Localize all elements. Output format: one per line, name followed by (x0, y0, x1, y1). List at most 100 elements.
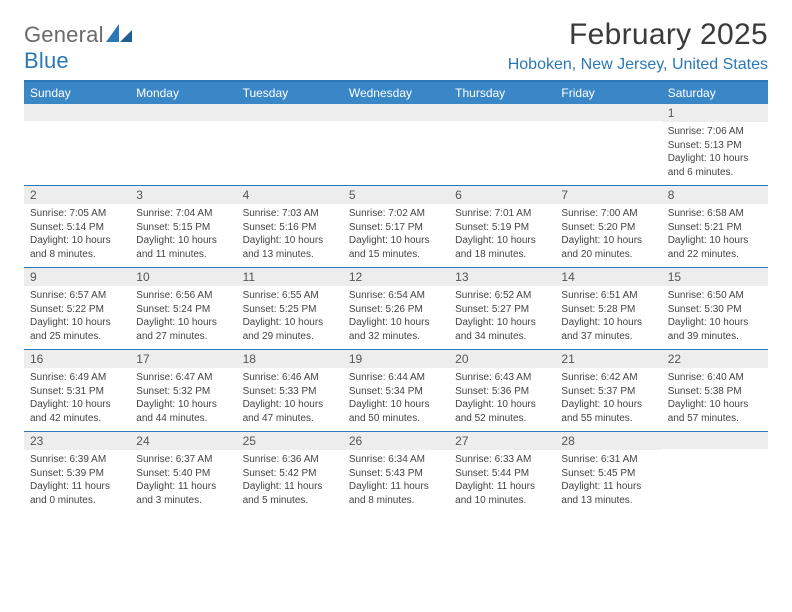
sunrise-text: Sunrise: 6:39 AM (30, 453, 124, 467)
sunrise-text: Sunrise: 6:31 AM (561, 453, 655, 467)
daylight-text: Daylight: 10 hours and 34 minutes. (455, 316, 549, 343)
sunrise-text: Sunrise: 6:47 AM (136, 371, 230, 385)
day-details: Sunrise: 6:33 AMSunset: 5:44 PMDaylight:… (449, 450, 555, 507)
day-details: Sunrise: 6:49 AMSunset: 5:31 PMDaylight:… (24, 368, 130, 425)
sunrise-text: Sunrise: 7:00 AM (561, 207, 655, 221)
day-number (449, 104, 555, 121)
day-number: 6 (449, 186, 555, 204)
calendar-week: 23Sunrise: 6:39 AMSunset: 5:39 PMDayligh… (24, 432, 768, 513)
day-number (130, 104, 236, 121)
sunset-text: Sunset: 5:21 PM (668, 221, 762, 235)
sunrise-text: Sunrise: 6:43 AM (455, 371, 549, 385)
sunrise-text: Sunrise: 7:05 AM (30, 207, 124, 221)
weeks-container: 1Sunrise: 7:06 AMSunset: 5:13 PMDaylight… (24, 104, 768, 513)
day-number: 17 (130, 350, 236, 368)
day-details: Sunrise: 6:36 AMSunset: 5:42 PMDaylight:… (237, 450, 343, 507)
day-details: Sunrise: 6:55 AMSunset: 5:25 PMDaylight:… (237, 286, 343, 343)
sunrise-text: Sunrise: 6:40 AM (668, 371, 762, 385)
daylight-text: Daylight: 10 hours and 39 minutes. (668, 316, 762, 343)
day-details: Sunrise: 6:42 AMSunset: 5:37 PMDaylight:… (555, 368, 661, 425)
day-details: Sunrise: 7:04 AMSunset: 5:15 PMDaylight:… (130, 204, 236, 261)
daylight-text: Daylight: 11 hours and 3 minutes. (136, 480, 230, 507)
sunset-text: Sunset: 5:36 PM (455, 385, 549, 399)
calendar-day-cell: 26Sunrise: 6:34 AMSunset: 5:43 PMDayligh… (343, 432, 449, 513)
sunrise-text: Sunrise: 6:33 AM (455, 453, 549, 467)
day-details: Sunrise: 6:34 AMSunset: 5:43 PMDaylight:… (343, 450, 449, 507)
daylight-text: Daylight: 10 hours and 27 minutes. (136, 316, 230, 343)
sunrise-text: Sunrise: 7:01 AM (455, 207, 549, 221)
calendar-day-cell: 25Sunrise: 6:36 AMSunset: 5:42 PMDayligh… (237, 432, 343, 513)
day-number: 21 (555, 350, 661, 368)
sunrise-text: Sunrise: 6:44 AM (349, 371, 443, 385)
sunset-text: Sunset: 5:17 PM (349, 221, 443, 235)
sunset-text: Sunset: 5:26 PM (349, 303, 443, 317)
daylight-text: Daylight: 10 hours and 50 minutes. (349, 398, 443, 425)
calendar-day-cell: 14Sunrise: 6:51 AMSunset: 5:28 PMDayligh… (555, 268, 661, 349)
sunset-text: Sunset: 5:42 PM (243, 467, 337, 481)
daylight-text: Daylight: 11 hours and 5 minutes. (243, 480, 337, 507)
sunrise-text: Sunrise: 6:52 AM (455, 289, 549, 303)
sunset-text: Sunset: 5:19 PM (455, 221, 549, 235)
daylight-text: Daylight: 10 hours and 13 minutes. (243, 234, 337, 261)
calendar-day-cell: 15Sunrise: 6:50 AMSunset: 5:30 PMDayligh… (662, 268, 768, 349)
dow-saturday: Saturday (662, 82, 768, 104)
daylight-text: Daylight: 10 hours and 57 minutes. (668, 398, 762, 425)
day-number: 7 (555, 186, 661, 204)
day-details: Sunrise: 6:52 AMSunset: 5:27 PMDaylight:… (449, 286, 555, 343)
sunset-text: Sunset: 5:34 PM (349, 385, 443, 399)
brand-word2: Blue (24, 48, 69, 73)
sunset-text: Sunset: 5:38 PM (668, 385, 762, 399)
daylight-text: Daylight: 10 hours and 6 minutes. (668, 152, 762, 179)
daylight-text: Daylight: 10 hours and 8 minutes. (30, 234, 124, 261)
sunrise-text: Sunrise: 7:06 AM (668, 125, 762, 139)
calendar-day-cell: 11Sunrise: 6:55 AMSunset: 5:25 PMDayligh… (237, 268, 343, 349)
calendar-day-cell (555, 104, 661, 185)
day-number: 11 (237, 268, 343, 286)
sunset-text: Sunset: 5:22 PM (30, 303, 124, 317)
day-number: 2 (24, 186, 130, 204)
calendar-day-cell (237, 104, 343, 185)
sunset-text: Sunset: 5:15 PM (136, 221, 230, 235)
calendar-day-cell (343, 104, 449, 185)
day-number: 16 (24, 350, 130, 368)
daylight-text: Daylight: 10 hours and 15 minutes. (349, 234, 443, 261)
sunrise-text: Sunrise: 7:04 AM (136, 207, 230, 221)
sunrise-text: Sunrise: 6:55 AM (243, 289, 337, 303)
dow-friday: Friday (555, 82, 661, 104)
calendar-day-cell: 23Sunrise: 6:39 AMSunset: 5:39 PMDayligh… (24, 432, 130, 513)
sunrise-text: Sunrise: 6:56 AM (136, 289, 230, 303)
sunrise-text: Sunrise: 6:37 AM (136, 453, 230, 467)
day-number: 28 (555, 432, 661, 450)
sunrise-text: Sunrise: 6:58 AM (668, 207, 762, 221)
calendar-day-cell: 9Sunrise: 6:57 AMSunset: 5:22 PMDaylight… (24, 268, 130, 349)
day-details: Sunrise: 7:00 AMSunset: 5:20 PMDaylight:… (555, 204, 661, 261)
sunrise-text: Sunrise: 6:42 AM (561, 371, 655, 385)
sunset-text: Sunset: 5:45 PM (561, 467, 655, 481)
day-details: Sunrise: 6:51 AMSunset: 5:28 PMDaylight:… (555, 286, 661, 343)
day-number: 24 (130, 432, 236, 450)
sunrise-text: Sunrise: 6:49 AM (30, 371, 124, 385)
sunrise-text: Sunrise: 7:03 AM (243, 207, 337, 221)
day-details: Sunrise: 7:05 AMSunset: 5:14 PMDaylight:… (24, 204, 130, 261)
sunset-text: Sunset: 5:27 PM (455, 303, 549, 317)
location-subtitle: Hoboken, New Jersey, United States (508, 56, 768, 74)
daylight-text: Daylight: 10 hours and 32 minutes. (349, 316, 443, 343)
sunset-text: Sunset: 5:24 PM (136, 303, 230, 317)
day-details: Sunrise: 6:54 AMSunset: 5:26 PMDaylight:… (343, 286, 449, 343)
calendar-day-cell: 2Sunrise: 7:05 AMSunset: 5:14 PMDaylight… (24, 186, 130, 267)
sunset-text: Sunset: 5:13 PM (668, 139, 762, 153)
day-number (662, 432, 768, 449)
day-number (343, 104, 449, 121)
calendar-week: 9Sunrise: 6:57 AMSunset: 5:22 PMDaylight… (24, 268, 768, 350)
title-block: February 2025 Hoboken, New Jersey, Unite… (508, 18, 768, 74)
brand-logo: General Blue (24, 18, 132, 74)
day-details: Sunrise: 6:37 AMSunset: 5:40 PMDaylight:… (130, 450, 236, 507)
day-details: Sunrise: 6:39 AMSunset: 5:39 PMDaylight:… (24, 450, 130, 507)
calendar-day-cell: 17Sunrise: 6:47 AMSunset: 5:32 PMDayligh… (130, 350, 236, 431)
sunset-text: Sunset: 5:32 PM (136, 385, 230, 399)
sunrise-text: Sunrise: 6:34 AM (349, 453, 443, 467)
day-number: 10 (130, 268, 236, 286)
calendar-day-cell: 20Sunrise: 6:43 AMSunset: 5:36 PMDayligh… (449, 350, 555, 431)
day-details: Sunrise: 6:44 AMSunset: 5:34 PMDaylight:… (343, 368, 449, 425)
calendar-day-cell (24, 104, 130, 185)
